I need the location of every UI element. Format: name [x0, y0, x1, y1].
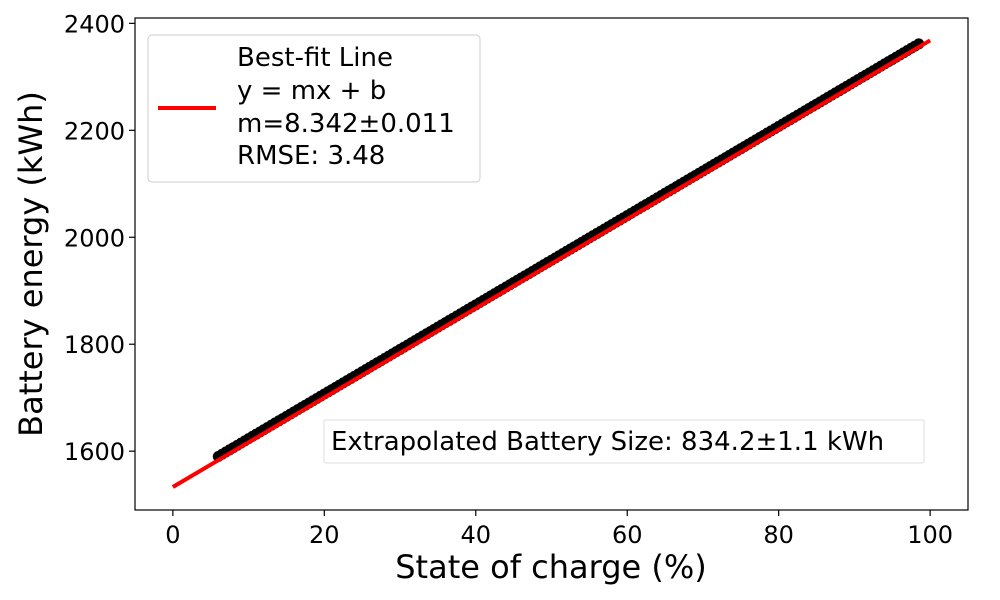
legend-line-1: Best-fit Line	[237, 43, 393, 73]
y-axis: 1600 1800 2000 2200 2400	[64, 10, 135, 466]
y-tick-label: 1800	[64, 331, 125, 359]
annotation-box	[323, 419, 925, 464]
legend-box	[147, 34, 481, 183]
y-tick-label: 2000	[64, 224, 125, 252]
y-tick-label: 2400	[64, 10, 125, 38]
annotation: Extrapolated Battery Size: 834.2±1.1 kWh	[323, 419, 925, 464]
x-tick-label: 40	[460, 521, 491, 549]
legend-line-2: y = mx + b	[237, 76, 386, 106]
x-tick-label: 60	[612, 521, 643, 549]
y-tick-label: 2200	[64, 117, 125, 145]
legend-line-4: RMSE: 3.48	[237, 141, 385, 171]
x-tick-label: 100	[907, 521, 953, 549]
x-axis-label: State of charge (%)	[395, 548, 707, 586]
x-tick-label: 20	[309, 521, 340, 549]
x-axis: 0 20 40 60 80 100	[165, 510, 953, 549]
best-fit-line	[171, 38, 932, 489]
x-tick-label: 0	[165, 521, 180, 549]
legend-line-3: m=8.342±0.011	[237, 109, 455, 139]
legend: Best-fit Line y = mx + b m=8.342±0.011 R…	[147, 34, 481, 183]
y-axis-label: Battery energy (kWh)	[12, 91, 50, 437]
plot-frame	[134, 17, 969, 511]
x-tick-label: 80	[763, 521, 794, 549]
y-tick-label: 1600	[64, 438, 125, 466]
annotation-text: Extrapolated Battery Size: 834.2±1.1 kWh	[331, 427, 884, 457]
